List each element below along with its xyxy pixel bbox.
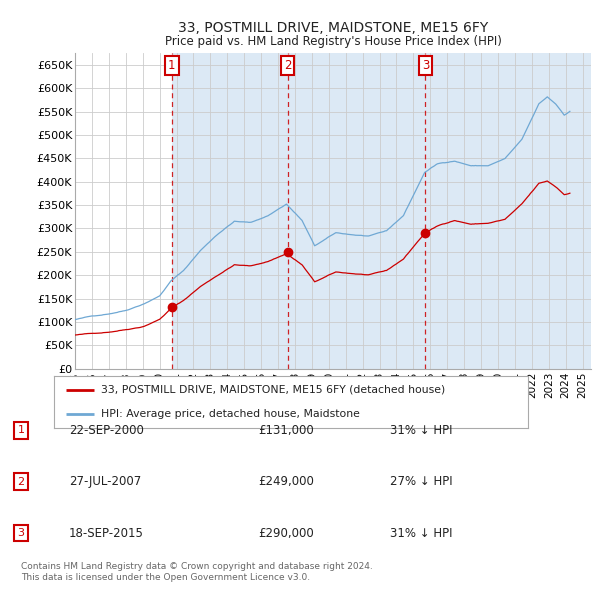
Text: £131,000: £131,000 [258,424,314,437]
Text: 27% ↓ HPI: 27% ↓ HPI [390,476,452,489]
Text: 2: 2 [17,477,25,487]
Text: 2: 2 [284,60,292,73]
Text: £249,000: £249,000 [258,476,314,489]
Text: 3: 3 [17,528,25,538]
Text: 18-SEP-2015: 18-SEP-2015 [69,526,144,540]
Text: Price paid vs. HM Land Registry's House Price Index (HPI): Price paid vs. HM Land Registry's House … [164,35,502,48]
Text: 31% ↓ HPI: 31% ↓ HPI [390,424,452,437]
Text: 3: 3 [422,60,429,73]
Text: 1: 1 [168,60,176,73]
Text: 22-SEP-2000: 22-SEP-2000 [69,424,144,437]
Text: 27-JUL-2007: 27-JUL-2007 [69,476,141,489]
Text: 1: 1 [17,425,25,435]
Text: Contains HM Land Registry data © Crown copyright and database right 2024.
This d: Contains HM Land Registry data © Crown c… [21,562,373,582]
Text: 33, POSTMILL DRIVE, MAIDSTONE, ME15 6FY: 33, POSTMILL DRIVE, MAIDSTONE, ME15 6FY [178,21,488,35]
Text: £290,000: £290,000 [258,526,314,540]
Bar [172,53,591,369]
Text: 31% ↓ HPI: 31% ↓ HPI [390,526,452,540]
Text: HPI: Average price, detached house, Maidstone: HPI: Average price, detached house, Maid… [101,409,360,419]
Text: 33, POSTMILL DRIVE, MAIDSTONE, ME15 6FY (detached house): 33, POSTMILL DRIVE, MAIDSTONE, ME15 6FY … [101,385,446,395]
